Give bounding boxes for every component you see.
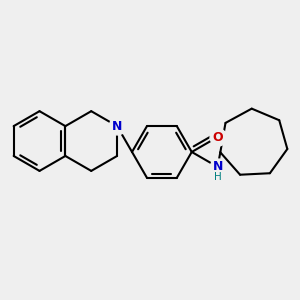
Text: O: O bbox=[212, 130, 223, 143]
Text: H: H bbox=[214, 172, 221, 182]
Text: N: N bbox=[112, 120, 122, 133]
Text: N: N bbox=[212, 160, 223, 173]
